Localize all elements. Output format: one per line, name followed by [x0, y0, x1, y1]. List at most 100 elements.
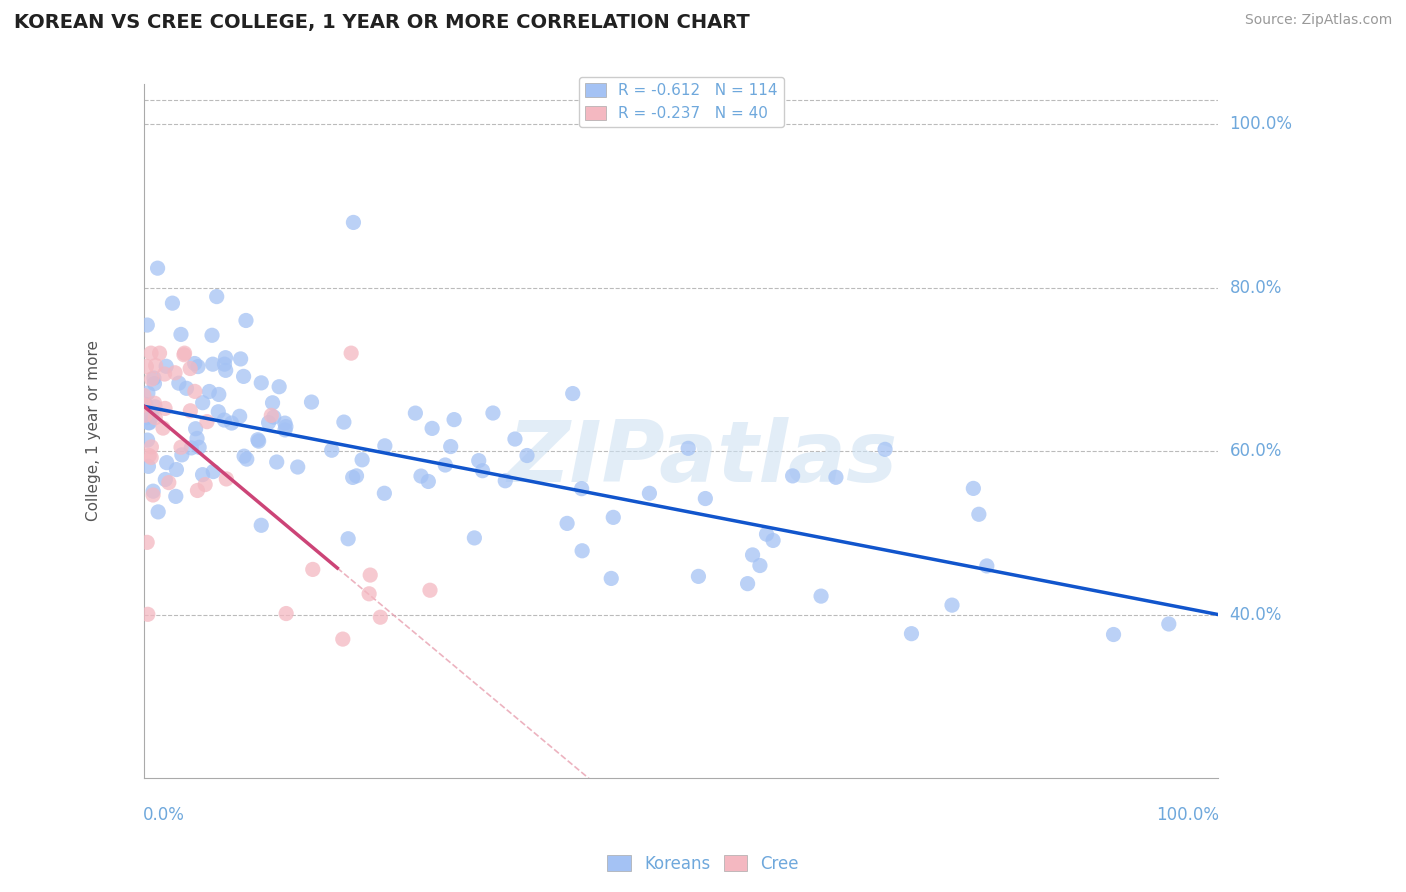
Point	[141, 450, 163, 465]
Point	[247, 434, 270, 449]
Point	[561, 386, 583, 401]
Point	[165, 462, 187, 476]
Point	[142, 484, 165, 499]
Point	[359, 568, 381, 582]
Point	[274, 423, 297, 437]
Point	[825, 470, 848, 484]
Point	[373, 486, 395, 500]
Point	[250, 376, 273, 390]
Point	[342, 215, 364, 229]
Point	[1157, 617, 1180, 632]
Point	[263, 410, 285, 425]
Point	[359, 587, 381, 601]
Point	[762, 533, 785, 548]
Text: 80.0%: 80.0%	[1230, 279, 1282, 297]
Point	[142, 371, 165, 385]
Point	[184, 422, 207, 436]
Point	[741, 548, 763, 562]
Point	[260, 409, 283, 423]
Point	[214, 413, 236, 427]
Point	[900, 626, 922, 640]
Point	[967, 508, 990, 522]
Point	[139, 346, 162, 360]
Point	[976, 558, 998, 573]
Point	[374, 439, 396, 453]
Point	[321, 443, 343, 458]
Point	[176, 381, 198, 395]
Point	[370, 610, 392, 624]
Point	[516, 449, 538, 463]
Point	[418, 475, 440, 489]
Point	[186, 483, 208, 498]
Point	[443, 412, 465, 426]
Point	[737, 576, 759, 591]
Point	[157, 475, 180, 490]
Point	[600, 571, 623, 585]
Point	[228, 409, 250, 424]
Point	[173, 346, 195, 360]
Point	[201, 357, 224, 371]
Point	[494, 474, 516, 488]
Point	[420, 421, 443, 435]
Point	[269, 380, 291, 394]
Point	[301, 395, 323, 409]
Point	[274, 416, 297, 430]
Legend: R = -0.612   N = 114, R = -0.237   N = 40: R = -0.612 N = 114, R = -0.237 N = 40	[578, 78, 783, 128]
Point	[503, 432, 526, 446]
Point	[138, 416, 160, 430]
Text: ZIPatlas: ZIPatlas	[508, 417, 898, 500]
Point	[170, 327, 193, 342]
Point	[205, 289, 228, 303]
Point	[337, 532, 360, 546]
Point	[135, 359, 157, 374]
Point	[571, 543, 593, 558]
Point	[332, 632, 354, 646]
Point	[340, 346, 363, 360]
Point	[571, 482, 593, 496]
Point	[153, 367, 176, 381]
Point	[555, 516, 578, 531]
Point	[463, 531, 485, 545]
Point	[135, 397, 157, 411]
Point	[180, 441, 202, 455]
Point	[471, 464, 494, 478]
Point	[186, 432, 208, 446]
Point	[136, 607, 159, 622]
Point	[155, 359, 177, 374]
Point	[342, 470, 364, 484]
Point	[221, 416, 243, 430]
Point	[145, 359, 167, 373]
Point	[153, 401, 176, 416]
Point	[143, 410, 166, 425]
Y-axis label: College, 1 year or more: College, 1 year or more	[86, 340, 101, 521]
Point	[148, 346, 170, 360]
Point	[202, 465, 225, 479]
Point	[136, 386, 159, 401]
Point	[201, 328, 224, 343]
Point	[152, 421, 174, 435]
Point	[136, 318, 159, 332]
Point	[143, 376, 166, 391]
Point	[257, 416, 280, 430]
Text: Source: ZipAtlas.com: Source: ZipAtlas.com	[1244, 13, 1392, 28]
Point	[232, 369, 254, 384]
Point	[233, 449, 256, 463]
Point	[184, 384, 207, 399]
Point	[301, 562, 323, 576]
Point	[215, 363, 238, 377]
Point	[941, 598, 963, 612]
Point	[810, 589, 832, 603]
Point	[141, 372, 163, 386]
Point	[214, 351, 236, 365]
Point	[141, 440, 163, 454]
Point	[138, 449, 160, 463]
Point	[782, 469, 804, 483]
Point	[143, 400, 166, 414]
Point	[191, 395, 214, 409]
Point	[138, 459, 160, 474]
Point	[134, 408, 156, 422]
Point	[132, 398, 155, 412]
Point	[167, 376, 190, 391]
Point	[333, 415, 356, 429]
Point	[183, 357, 205, 371]
